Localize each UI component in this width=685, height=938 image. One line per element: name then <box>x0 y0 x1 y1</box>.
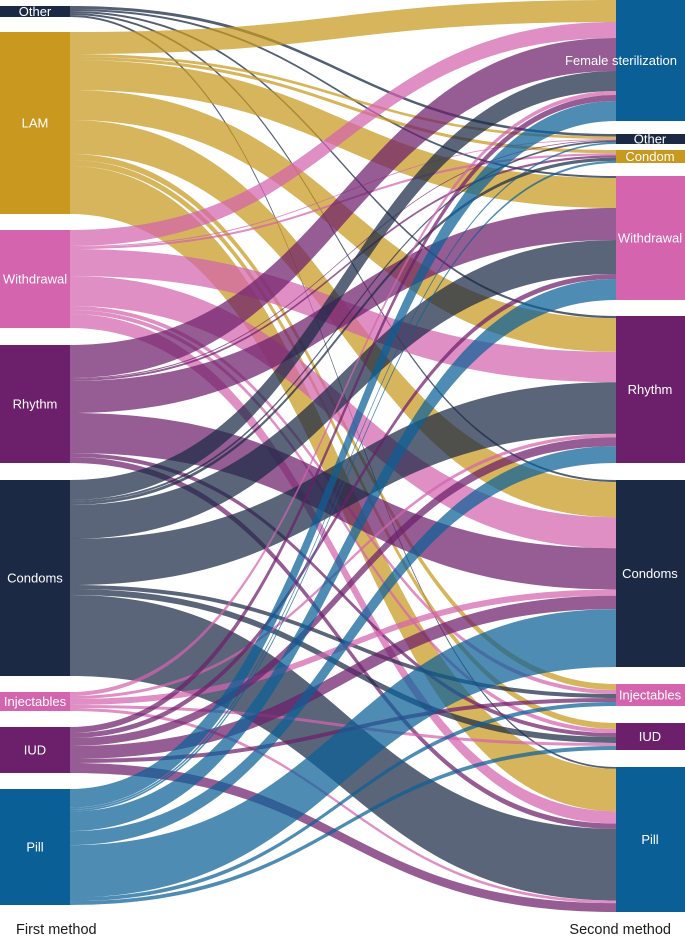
flow-lam-to-iud <box>70 160 616 729</box>
flow-pill-to-other <box>70 142 616 810</box>
second-method-node-iud <box>616 723 685 750</box>
flow-condoms-to-iud <box>70 589 616 743</box>
first-method-label-iud: IUD <box>24 743 46 758</box>
first-method-node-injectables <box>0 692 70 711</box>
first-method-node-condoms <box>0 480 70 676</box>
first-method-label-pill: Pill <box>26 840 43 855</box>
flow-pill-to-condom <box>70 160 616 812</box>
first-method-label-rhythm: Rhythm <box>13 397 58 412</box>
flow-pill-to-injectables <box>70 702 616 902</box>
second-method-label-withdrawal: Withdrawal <box>618 231 682 246</box>
first-method-node-withdrawal <box>0 230 70 328</box>
first-method-axis-title: First method <box>16 922 97 938</box>
second-method-label-condom: Condom <box>625 149 674 164</box>
second-method-label-injectables: Injectables <box>619 688 682 703</box>
second-method-node-injectables <box>616 684 685 706</box>
flow-rhythm-to-other <box>70 139 616 379</box>
second-method-label-condoms: Condoms <box>622 566 678 581</box>
flow-lam-to-female-sterilization <box>70 0 616 54</box>
first-method-node-pill <box>0 789 70 905</box>
flow-condoms-to-condom <box>70 157 616 506</box>
flow-injectables-to-iud <box>70 705 616 746</box>
first-method-label-other: Other <box>19 4 52 19</box>
flow-other-to-rhythm <box>70 11 616 319</box>
flow-withdrawal-to-iud <box>70 310 616 733</box>
flow-other-to-other <box>70 6 616 137</box>
second-method-node-condoms <box>616 480 685 667</box>
flow-injectables-to-pill <box>70 708 616 904</box>
flow-rhythm-to-female-sterilization <box>70 38 616 378</box>
second-method-label-rhythm: Rhythm <box>628 382 673 397</box>
flow-iud-to-pill <box>70 763 616 912</box>
first-method-node-rhythm <box>0 345 70 463</box>
second-method-node-pill <box>616 767 685 912</box>
first-method-label-condoms: Condoms <box>7 571 63 586</box>
second-method-node-condom <box>616 150 685 163</box>
flow-withdrawal-to-female-sterilization <box>70 22 616 246</box>
first-method-node-iud <box>0 727 70 773</box>
second-method-label-other: Other <box>634 132 667 147</box>
flow-lam-to-condom <box>70 57 616 154</box>
second-method-label-pill: Pill <box>641 832 658 847</box>
second-method-node-other <box>616 134 685 144</box>
second-method-node-withdrawal <box>616 176 685 300</box>
flow-pill-to-iud <box>70 746 616 905</box>
first-method-node-other <box>0 6 70 17</box>
sankey-links <box>70 0 616 912</box>
first-method-nodes: Other LAM Withdrawal Rhythm Condoms Injectabl… <box>0 4 70 905</box>
flow-other-to-condoms <box>70 13 616 483</box>
flow-pill-to-female-sterilization <box>70 101 616 808</box>
second-method-node-rhythm <box>616 316 685 463</box>
flow-rhythm-to-withdrawal <box>70 208 616 413</box>
flow-condoms-to-female-sterilization <box>70 71 616 500</box>
second-method-label-iud: IUD <box>639 729 661 744</box>
second-method-label-female-sterilization: Female sterilization <box>565 53 677 68</box>
flow-pill-to-rhythm <box>70 446 616 846</box>
flow-condoms-to-rhythm <box>70 382 616 585</box>
flow-condoms-to-withdrawal <box>70 240 616 539</box>
flow-other-to-withdrawal <box>70 9 616 178</box>
second-method-axis-title: Second method <box>569 922 671 938</box>
first-method-label-withdrawal: Withdrawal <box>3 272 67 287</box>
first-method-label-lam: LAM <box>22 116 49 131</box>
flow-pill-to-withdrawal <box>70 279 616 832</box>
second-method-node-female-sterilization <box>616 0 685 121</box>
flow-pill-to-condoms <box>70 609 616 898</box>
second-method-nodes: Female sterilization Other Condom Withdrawa… <box>565 0 685 912</box>
first-method-label-injectables: Injectables <box>4 694 67 709</box>
first-method-node-lam <box>0 32 70 214</box>
flow-iud-to-rhythm <box>70 437 616 746</box>
flow-iud-to-withdrawal <box>70 274 616 738</box>
flow-rhythm-to-condom <box>70 155 616 381</box>
flow-injectables-to-female-sterilization <box>70 91 616 696</box>
flow-injectables-to-rhythm <box>70 433 616 699</box>
flow-lam-to-other <box>70 54 616 139</box>
flow-iud-to-female-sterilization <box>70 95 616 733</box>
flow-iud-to-condoms <box>70 595 616 759</box>
flow-condoms-to-other <box>70 140 616 502</box>
flow-withdrawal-to-pill <box>70 314 616 824</box>
